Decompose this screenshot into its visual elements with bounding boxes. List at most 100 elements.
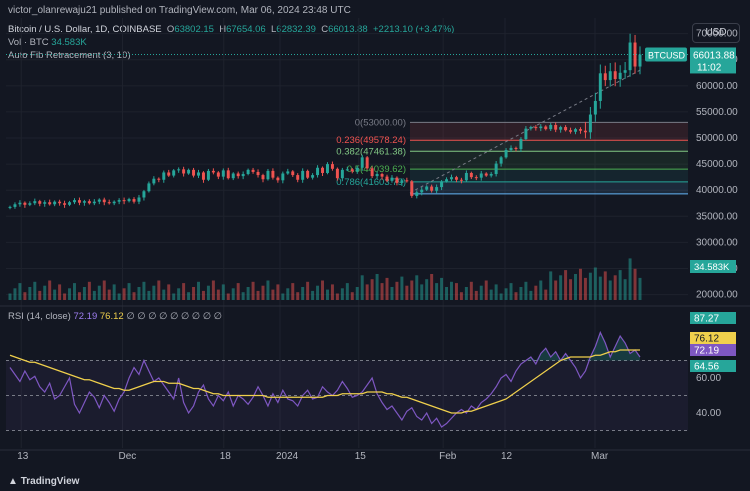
- volume-bar: [588, 272, 592, 300]
- candle: [58, 201, 62, 204]
- candle: [425, 186, 429, 190]
- volume-bar: [415, 275, 419, 300]
- volume-bar: [524, 281, 528, 300]
- candle: [192, 169, 196, 176]
- candle: [440, 181, 444, 188]
- volume-bar: [201, 290, 205, 300]
- volume-bar: [484, 280, 488, 300]
- candle: [221, 170, 225, 177]
- volume-label[interactable]: Vol · BTC: [8, 37, 49, 48]
- volume-bar: [276, 284, 280, 300]
- volume-bar: [494, 284, 498, 300]
- volume-bar: [509, 283, 513, 300]
- candle: [628, 42, 632, 71]
- last-price-badge[interactable]: [690, 47, 736, 74]
- candle: [321, 167, 325, 173]
- volume-badge-value: 34.583K: [694, 262, 730, 273]
- volume-bar: [628, 258, 632, 300]
- volume-bar: [87, 281, 91, 300]
- volume-bar: [117, 293, 121, 300]
- volume-bar: [53, 289, 57, 300]
- volume-bar: [598, 276, 602, 300]
- volume-bar: [102, 280, 106, 300]
- candle: [385, 176, 389, 181]
- rsi-badge-value: 72.19: [694, 346, 719, 357]
- volume-bar: [569, 279, 573, 300]
- volume-bar: [564, 270, 568, 300]
- volume-bar: [539, 280, 543, 300]
- candle: [226, 170, 230, 179]
- volume-bar: [221, 284, 225, 300]
- candle: [454, 177, 458, 180]
- volume-bar: [306, 281, 310, 300]
- candle: [306, 170, 310, 178]
- candle: [494, 163, 498, 175]
- volume-bar: [321, 280, 325, 300]
- candle: [102, 199, 106, 203]
- candle: [38, 201, 42, 204]
- candle: [479, 173, 483, 178]
- volume-bar: [18, 283, 22, 300]
- volume-bar: [266, 280, 270, 300]
- volume-bar: [132, 292, 136, 300]
- volume-bar: [360, 275, 364, 300]
- candle: [509, 147, 513, 151]
- fib-indicator-label[interactable]: Auto Fib Retracement (3, 10): [8, 50, 131, 61]
- candle: [534, 127, 538, 129]
- rsi-badge: [690, 312, 736, 324]
- fib-level-label: 0.786(41603.79): [336, 177, 406, 188]
- candle: [68, 202, 72, 205]
- price-chart[interactable]: 0(53000.00) 0.236(49578.24)0.382(47461.38…: [0, 0, 750, 472]
- candle: [137, 197, 141, 202]
- y-tick-label: 45000.00: [696, 159, 738, 170]
- x-tick-label: Feb: [439, 451, 457, 462]
- volume-bar: [340, 288, 344, 300]
- volume-bar: [142, 281, 146, 300]
- symbol-badge[interactable]: [645, 47, 687, 62]
- candle: [330, 164, 334, 169]
- symbol-name[interactable]: Bitcoin / U.S. Dollar, 1D, COINBASE: [8, 24, 162, 35]
- candle: [400, 180, 404, 183]
- rsi-tick-label: 40.00: [696, 408, 721, 419]
- volume-bar: [559, 275, 563, 300]
- volume-bar: [82, 287, 86, 300]
- candle: [33, 201, 37, 204]
- rsi-tick-label: 60.00: [696, 373, 721, 384]
- candle: [197, 172, 200, 176]
- rsi-legend: RSI (14, close) 72.19 76.12 ∅ ∅ ∅ ∅ ∅ ∅ …: [8, 311, 222, 322]
- y-tick-label: 20000.00: [696, 290, 738, 301]
- candle: [464, 172, 468, 181]
- candle: [583, 130, 587, 133]
- fib-zone: [410, 169, 688, 182]
- tradingview-logo[interactable]: ▲ TradingView: [8, 476, 79, 487]
- rsi-ma-line: [9, 349, 640, 414]
- candle: [187, 169, 191, 174]
- volume-bar: [633, 268, 637, 300]
- volume-bar: [390, 287, 394, 300]
- volume-bar: [192, 287, 196, 300]
- rsi-label[interactable]: RSI (14, close): [8, 311, 71, 322]
- volume-bar: [291, 283, 295, 300]
- currency-selector[interactable]: USD: [692, 23, 740, 43]
- candle: [112, 201, 116, 204]
- volume-bar: [162, 289, 166, 300]
- high-label: H: [219, 24, 227, 35]
- candle: [469, 172, 473, 178]
- candle: [529, 127, 533, 129]
- fib-level-label: 0.382(47461.38): [336, 146, 406, 157]
- candle: [519, 139, 523, 149]
- volume-bar: [311, 290, 315, 300]
- candle: [489, 174, 493, 176]
- candle: [474, 177, 478, 179]
- volume-badge[interactable]: [690, 260, 736, 273]
- volume-bar: [48, 280, 52, 300]
- volume-bar: [578, 268, 582, 300]
- candle: [127, 199, 131, 202]
- candle: [623, 70, 627, 73]
- candle: [251, 169, 255, 172]
- candle: [410, 181, 414, 196]
- volume-bar: [504, 288, 508, 300]
- candle: [122, 200, 126, 202]
- rsi-badge-value: 64.56: [694, 362, 719, 373]
- volume-bar: [92, 290, 96, 300]
